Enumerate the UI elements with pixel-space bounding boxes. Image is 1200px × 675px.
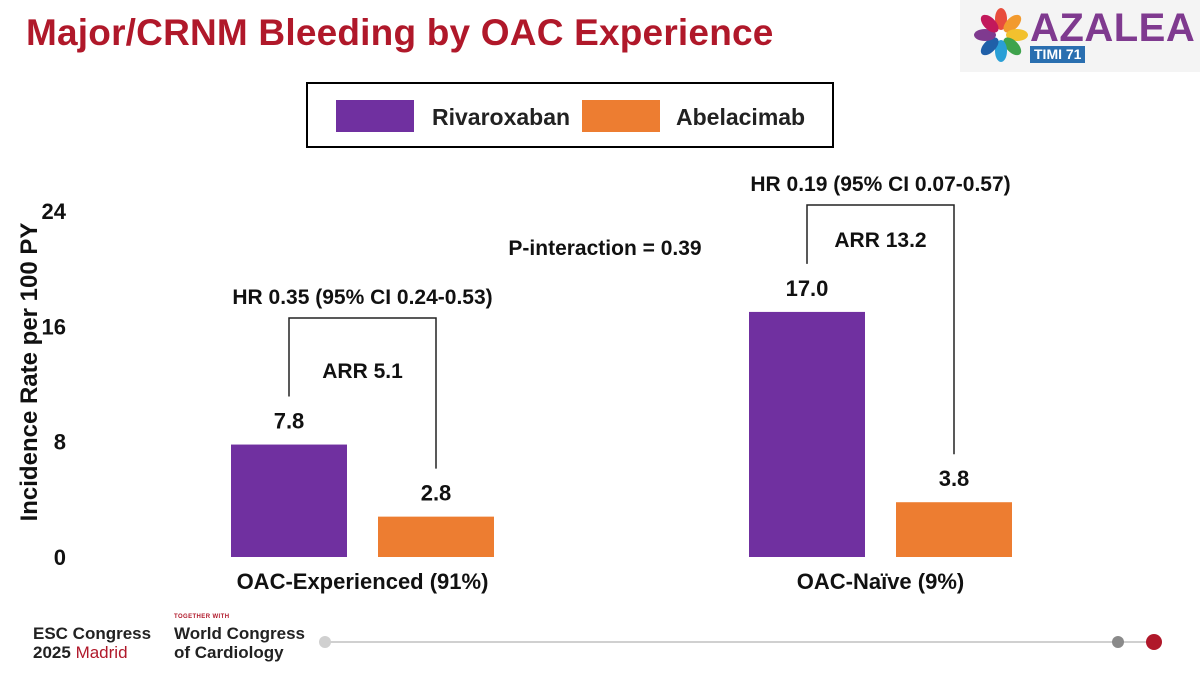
esc-congress-logo: ESC Congress 2025 Madrid	[33, 624, 151, 662]
arr-annotation-0: ARR 5.1	[322, 360, 403, 383]
hr-annotation-1: HR 0.19 (95% CI 0.07-0.57)	[750, 173, 1010, 196]
bar-abelacimab-0	[378, 516, 494, 557]
chart-legend: Rivaroxaban Abelacimab	[306, 82, 834, 148]
y-tick-label-1: 8	[54, 430, 66, 455]
wcc-logo: World Congress of Cardiology	[174, 624, 305, 662]
data-label-abelacimab-1: 3.8	[939, 466, 970, 491]
legend-swatch-rivaroxaban	[336, 100, 414, 132]
comparison-bracket-1	[806, 204, 955, 455]
x-category-label-0: OAC-Experienced (91%)	[237, 569, 489, 594]
data-label-abelacimab-0: 2.8	[421, 481, 452, 506]
wcc-line1: World Congress	[174, 624, 305, 643]
footer-progress-line	[326, 641, 1156, 643]
esc-line2: 2025 Madrid	[33, 643, 151, 662]
progress-dot-current	[1146, 634, 1162, 650]
progress-dot-start	[319, 636, 331, 648]
esc-line1: ESC Congress	[33, 624, 152, 643]
progress-dot-mid	[1112, 636, 1124, 648]
together-with-label: TOGETHER WITH	[174, 614, 230, 620]
data-label-rivaroxaban-0: 7.8	[274, 409, 305, 434]
comparison-bracket-0	[288, 317, 437, 469]
logo-name: AZALEA	[1030, 6, 1196, 50]
azalea-flower-icon	[974, 8, 1028, 62]
p-interaction-annotation: P-interaction = 0.39	[508, 237, 701, 260]
hr-annotation-0: HR 0.35 (95% CI 0.24-0.53)	[232, 286, 492, 309]
y-tick-label-2: 16	[42, 314, 66, 339]
bar-abelacimab-1	[896, 502, 1012, 557]
y-axis-title: Incidence Rate per 100 PY	[16, 223, 43, 522]
legend-label-rivaroxaban: Rivaroxaban	[432, 104, 571, 130]
legend-swatch-abelacimab	[582, 100, 660, 132]
data-label-rivaroxaban-1: 17.0	[786, 276, 829, 301]
esc-city: Madrid	[75, 643, 128, 662]
page-title: Major/CRNM Bleeding by OAC Experience	[26, 12, 774, 53]
bar-rivaroxaban-0	[231, 444, 347, 557]
x-category-label-1: OAC-Naïve (9%)	[797, 569, 964, 594]
esc-year: 2025	[33, 643, 71, 662]
y-tick-label-3: 24	[42, 199, 67, 224]
wcc-line2: of Cardiology	[174, 643, 284, 662]
legend-label-abelacimab: Abelacimab	[676, 104, 806, 130]
arr-annotation-1: ARR 13.2	[834, 229, 926, 252]
logo-subtitle: TIMI 71	[1030, 46, 1086, 63]
y-tick-label-0: 0	[54, 545, 66, 570]
bar-rivaroxaban-1	[749, 311, 865, 557]
